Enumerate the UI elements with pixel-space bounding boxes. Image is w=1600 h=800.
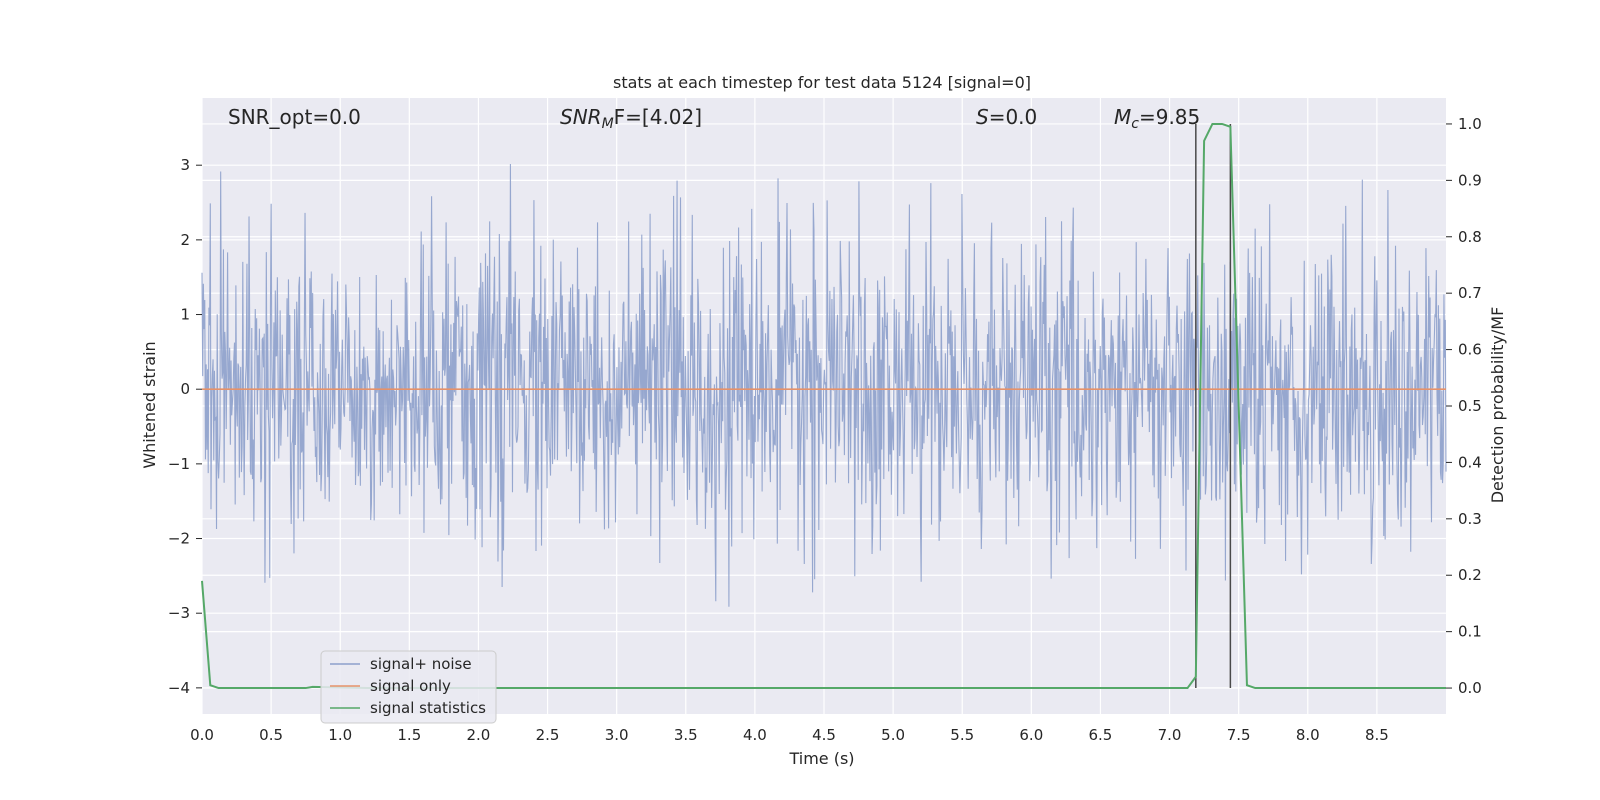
annotation-snr-mf-rest: F=[4.02] [614, 105, 702, 129]
y2-tick-label: 0.4 [1458, 453, 1482, 471]
y-tick-label: 3 [180, 156, 190, 174]
y-tick-label: −2 [168, 530, 190, 548]
x-tick-label: 7.5 [1227, 726, 1251, 744]
y-axis-label: Whitened strain [140, 341, 159, 468]
y-tick-label: 2 [180, 231, 190, 249]
y2-axis-label: Detection probability/MF [1488, 307, 1507, 504]
y-tick-label: 1 [180, 306, 190, 324]
x-tick-label: 5.5 [950, 726, 974, 744]
x-tick-label: 3.5 [674, 726, 698, 744]
y2-tick-label: 0.9 [1458, 171, 1482, 189]
x-tick-label: 0.5 [259, 726, 283, 744]
legend-box [320, 650, 497, 724]
x-tick-label: 1.5 [397, 726, 421, 744]
x-tick-label: 3.0 [605, 726, 629, 744]
x-axis-label: Time (s) [788, 749, 854, 768]
y2-tick-label: 1.0 [1458, 115, 1482, 133]
legend: signal+ noise signal only signal statist… [320, 650, 497, 724]
y-tick-label: 0 [180, 380, 190, 398]
x-tick-label: 2.0 [467, 726, 491, 744]
annotation-snr-opt: SNR_opt=0.0 [228, 105, 361, 129]
x-tick-label: 5.0 [881, 726, 905, 744]
y2-tick-label: 0.1 [1458, 623, 1482, 641]
annotation-mc-sub: c [1131, 116, 1139, 132]
y2-tick-label: 0.6 [1458, 341, 1482, 359]
x-tick-label: 8.0 [1296, 726, 1320, 744]
annotation-snr-mf: SNRMF=[4.02] [560, 105, 702, 132]
annotation-s-main: S [976, 105, 989, 129]
x-tick-label: 4.0 [743, 726, 767, 744]
x-tick-label: 6.5 [1089, 726, 1113, 744]
y-tick-label: −4 [168, 679, 190, 697]
y2-tick-label: 0.3 [1458, 510, 1482, 528]
y2-tick-labels: 1.0 0.9 0.8 0.7 0.6 0.5 0.4 0.3 0.2 0.1 0.0 [1446, 115, 1482, 697]
x-tick-label: 6.0 [1019, 726, 1043, 744]
y-tick-label: −1 [168, 455, 190, 473]
annotation-snr-mf-main: SNR [560, 105, 602, 129]
x-tick-label: 8.5 [1365, 726, 1389, 744]
series-line-signal-statistics [201, 122, 1446, 690]
annotation-snr-mf-sub: M [602, 116, 614, 132]
x-tick-labels: 0.0 0.5 1.0 1.5 2.0 2.5 3.0 3.5 4.0 4.5 5.0 5.5 6.0 6… [190, 726, 1389, 744]
x-tick-label: 7.0 [1158, 726, 1182, 744]
y-tick-label: −3 [168, 604, 190, 622]
chart-title: stats at each timestep for test data 512… [613, 73, 1031, 92]
vertical-markers [1195, 123, 1232, 689]
annotation-s: S=0.0 [976, 105, 1037, 129]
y2-tick-label: 0.7 [1458, 284, 1482, 302]
y-tick-labels: 3 2 1 0 −1 −2 −3 −4 [168, 156, 202, 697]
annotation-mc-rest: =9.85 [1139, 105, 1200, 129]
annotation-s-rest: =0.0 [989, 105, 1038, 129]
x-tick-label: 4.5 [812, 726, 836, 744]
y2-tick-label: 0.2 [1458, 566, 1482, 584]
x-tick-label: 1.0 [328, 726, 352, 744]
series-signal-statistics [201, 122, 1446, 690]
y2-tick-label: 0.5 [1458, 397, 1482, 415]
legend-label-signal-statistics: signal statistics [370, 699, 486, 717]
annotation-mc-main: M [1114, 105, 1131, 129]
y2-tick-label: 0.8 [1458, 228, 1482, 246]
x-tick-label: 0.0 [190, 726, 214, 744]
legend-label-signal-noise: signal+ noise [370, 655, 472, 673]
y2-tick-label: 0.0 [1458, 679, 1482, 697]
legend-label-signal-only: signal only [370, 677, 451, 695]
annotation-mc: Mc=9.85 [1114, 105, 1200, 132]
x-tick-label: 2.5 [536, 726, 560, 744]
